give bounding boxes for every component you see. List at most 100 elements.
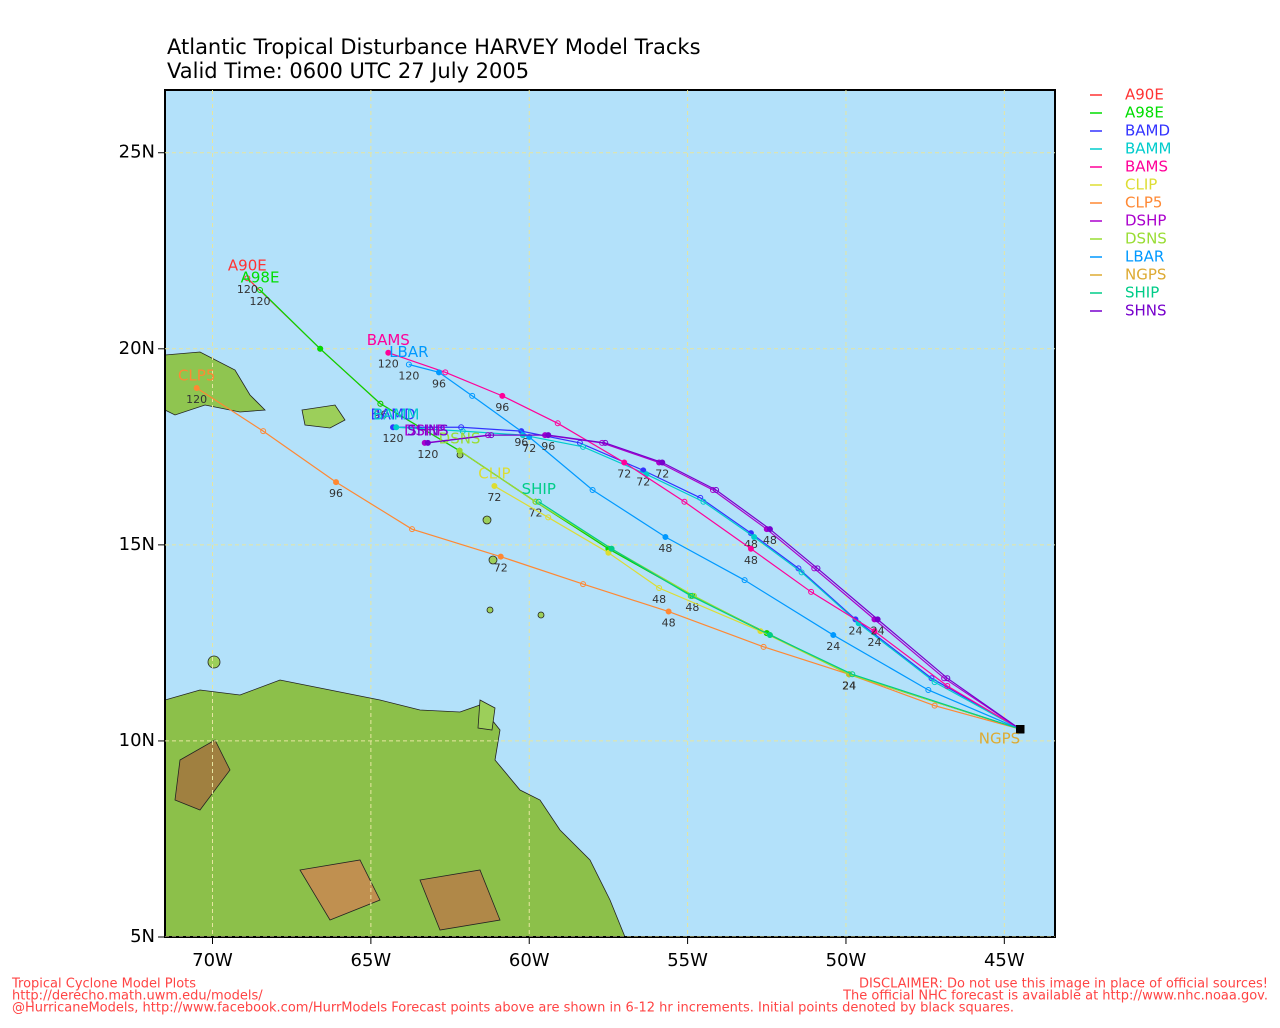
point-label: 48 <box>744 538 758 551</box>
forecast-point <box>931 679 938 686</box>
point-label: 24 <box>867 636 881 649</box>
forecast-point <box>681 498 688 505</box>
track-label: A98E <box>241 268 280 286</box>
x-tick-label: 50W <box>826 950 867 971</box>
legend-label: NGPS <box>1125 266 1166 284</box>
track-label: DSHP <box>404 421 445 439</box>
y-tick-label: 5N <box>130 926 155 947</box>
forecast-point <box>602 439 609 446</box>
point-label: 96 <box>373 409 387 422</box>
track-label: LBAR <box>389 343 428 361</box>
forecast-point <box>405 361 412 368</box>
forecast-point <box>435 369 442 376</box>
forecast-point <box>499 392 506 399</box>
track-label: SHNS <box>407 421 449 439</box>
forecast-point <box>257 286 264 293</box>
forecast-point <box>409 526 416 533</box>
forecast-point <box>814 565 821 572</box>
forecast-point <box>497 553 504 560</box>
forecast-point <box>456 447 463 454</box>
forecast-point <box>808 588 815 595</box>
footer-left: http://derecho.math.uwm.edu/models/ <box>12 989 263 1004</box>
forecast-point <box>665 608 672 615</box>
legend-label: A98E <box>1125 104 1164 122</box>
track-label: BAMM <box>373 406 419 424</box>
track <box>427 434 1021 730</box>
y-tick-label: 10N <box>119 730 155 751</box>
track <box>459 450 1021 730</box>
legend-label: LBAR <box>1125 248 1164 266</box>
forecast-point <box>317 345 324 352</box>
point-label: 120 <box>237 283 258 296</box>
track-label: SHIP <box>522 480 556 498</box>
track-label: A90E <box>228 257 267 275</box>
point-label: 72 <box>487 491 501 504</box>
point-label: 48 <box>763 534 777 547</box>
forecast-point <box>442 369 449 376</box>
point-label: 72 <box>617 468 631 481</box>
forecast-point <box>545 432 552 439</box>
forecast-point <box>532 498 539 505</box>
x-tick-label: 45W <box>984 950 1025 971</box>
forecast-point <box>545 514 552 521</box>
forecast-point <box>766 526 773 533</box>
track-label: DSNS <box>439 429 481 447</box>
point-label: 48 <box>662 617 676 630</box>
point-label: 72 <box>494 562 508 575</box>
legend-label: BAMM <box>1125 140 1171 158</box>
forecast-point <box>424 439 431 446</box>
y-tick-label: 20N <box>119 338 155 359</box>
forecast-point <box>849 671 856 678</box>
track <box>196 387 1021 730</box>
forecast-point <box>741 577 748 584</box>
track <box>396 426 1021 730</box>
forecast-point <box>621 459 628 466</box>
track <box>538 501 1021 730</box>
forecast-point <box>589 486 596 493</box>
x-tick-label: 70W <box>192 950 233 971</box>
forecast-point <box>662 534 669 541</box>
forecast-point <box>798 569 805 576</box>
chart-subtitle: Valid Time: 0600 UTC 27 July 2005 <box>167 59 529 83</box>
forecast-point <box>488 432 495 439</box>
land <box>165 351 626 937</box>
forecast-point <box>700 498 707 505</box>
footer-left: @HurricaneModels, http://www.facebook.co… <box>12 1001 1014 1016</box>
initial-point <box>1016 725 1025 734</box>
legend-label: BAMS <box>1125 158 1168 176</box>
forecast-point <box>333 479 340 486</box>
forecast-point <box>605 549 612 556</box>
legend-label: BAMD <box>1125 122 1170 140</box>
point-label: 24 <box>826 640 840 653</box>
point-label: 24 <box>842 679 856 692</box>
footer-left: Tropical Cyclone Model Plots <box>11 977 196 992</box>
forecast-point <box>393 424 400 431</box>
track <box>408 363 1021 730</box>
point-label: 72 <box>636 475 650 488</box>
point-label: 120 <box>417 448 438 461</box>
point-label: 96 <box>541 440 555 453</box>
point-label: 24 <box>871 624 885 637</box>
y-tick-label: 15N <box>119 534 155 555</box>
forecast-point <box>747 545 754 552</box>
forecast-point <box>459 428 466 435</box>
legend-label: SHIP <box>1125 284 1159 302</box>
track-label: NGPS <box>979 730 1020 748</box>
point-label: 48 <box>744 554 758 567</box>
legend-label: SHNS <box>1125 302 1167 320</box>
point-label: 48 <box>652 593 666 606</box>
forecast-point <box>385 349 392 356</box>
forecast-point <box>931 702 938 709</box>
legend-label: CLP5 <box>1125 194 1162 212</box>
point-label: 48 <box>658 542 672 555</box>
chart-title: Atlantic Tropical Disturbance HARVEY Mod… <box>167 35 701 59</box>
forecast-point <box>535 498 542 505</box>
x-tick-label: 65W <box>351 950 392 971</box>
forecast-point <box>830 632 837 639</box>
legend-label: CLIP <box>1125 176 1157 194</box>
point-label: 96 <box>329 487 343 500</box>
forecast-point <box>766 632 773 639</box>
forecast-point <box>608 545 615 552</box>
